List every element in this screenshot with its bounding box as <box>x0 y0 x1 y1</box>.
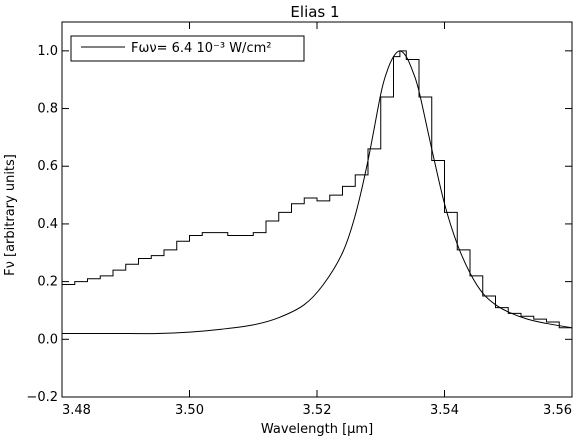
y-tick-label: 0.8 <box>37 102 58 117</box>
y-tick-label: −0.2 <box>26 390 58 405</box>
y-tick-label: 1.0 <box>37 44 58 59</box>
chart-title: Elias 1 <box>290 3 339 21</box>
legend-label: Fων= 6.4 10⁻³ W/cm² <box>131 41 271 56</box>
observed-spectrum-line <box>62 50 573 331</box>
y-tick-label: 0.4 <box>37 217 58 232</box>
legend-box <box>70 35 305 62</box>
x-tick-label: 3.48 <box>62 403 91 418</box>
x-axis: 3.48 3.50 3.52 3.54 3.56 <box>61 22 573 418</box>
model-profile-line <box>61 50 573 335</box>
x-tick-label: 3.56 <box>543 403 572 418</box>
x-tick-label: 3.50 <box>175 403 204 418</box>
legend: Fων= 6.4 10⁻³ W/cm² <box>70 35 305 62</box>
y-tick-label: 0.0 <box>37 332 58 347</box>
plot-frame <box>61 21 573 398</box>
x-tick-label: 3.54 <box>430 403 459 418</box>
y-tick-label: 0.6 <box>37 159 58 174</box>
x-axis-title: Wavelength [μm] <box>261 422 373 437</box>
y-axis-title: Fν [arbitrary units] <box>3 154 18 276</box>
x-tick-label: 3.52 <box>303 403 332 418</box>
y-tick-label: 0.2 <box>37 275 58 290</box>
y-axis: −0.2 0.0 0.2 0.4 0.6 0.8 1.0 <box>26 44 572 405</box>
